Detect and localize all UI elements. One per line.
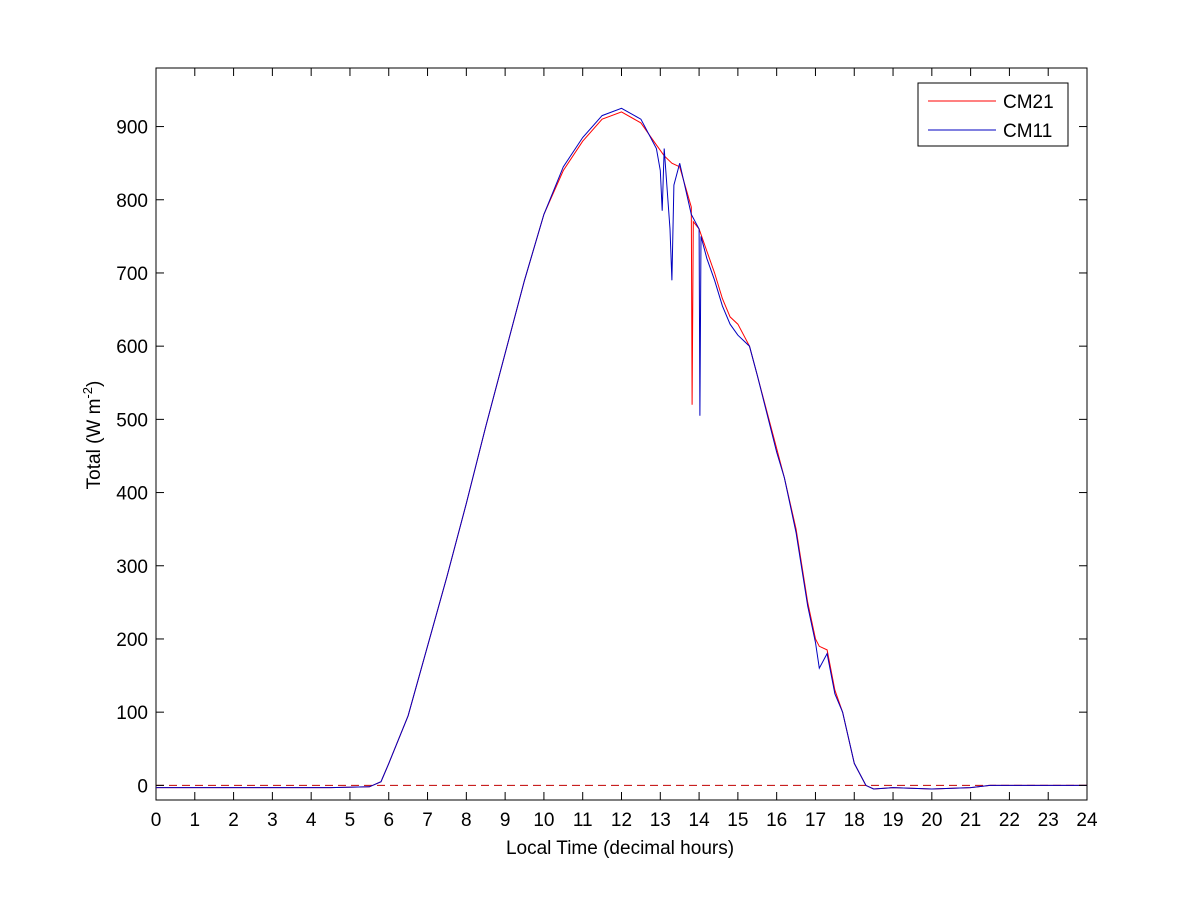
series-layer: [156, 107, 1087, 790]
x-tick-label: 1: [190, 810, 201, 831]
x-tick-label: 8: [461, 810, 472, 831]
x-axis-label: Local Time (decimal hours): [506, 838, 734, 859]
y-tick-label: 800: [116, 191, 148, 212]
legend-box: [917, 82, 1069, 147]
x-tick-label: 20: [921, 810, 942, 831]
y-tick-label: 700: [116, 264, 148, 285]
axis-ticks: 0 1 2 3 4 5 6 7 8 9 10 11 12 13 14 15 16 17 18 19 20 21 22 23 24…: [116, 68, 1098, 831]
x-tick-label: 2: [228, 810, 239, 831]
y-tick-label: 200: [116, 630, 148, 651]
x-tick-label: 21: [960, 810, 981, 831]
x-tick-label: 7: [422, 810, 433, 831]
x-tick-label: 18: [844, 810, 865, 831]
y-tick-label: 400: [116, 484, 148, 505]
x-tick-label: 15: [727, 810, 748, 831]
y-axis-label-close: ): [84, 381, 105, 387]
x-tick-label: 24: [1076, 810, 1098, 831]
x-tick-label: 5: [345, 810, 356, 831]
legend-label-cm11: CM11: [1003, 121, 1052, 142]
x-tick-label: 6: [383, 810, 394, 831]
y-tick-label: 300: [116, 557, 148, 578]
y-tick-label: 600: [116, 337, 148, 358]
series-line-cm11: [156, 107, 1087, 790]
x-tick-label: 4: [306, 810, 317, 831]
x-tick-label: 13: [650, 810, 671, 831]
y-tick-label: 900: [116, 118, 148, 139]
y-axis-label: Total (W m-2): [80, 381, 105, 490]
x-tick-label: 9: [500, 810, 511, 831]
y-axis-label-main: Total (W m: [84, 399, 105, 490]
x-tick-label: 11: [573, 810, 593, 831]
legend-label-cm21: CM21: [1003, 92, 1054, 113]
legend: CM21 CM11: [917, 82, 1069, 147]
y-tick-label: 100: [116, 703, 148, 724]
x-tick-label: 14: [689, 810, 711, 831]
x-tick-label: 19: [882, 810, 903, 831]
plot-frame: [155, 67, 1088, 801]
x-tick-label: 12: [611, 810, 632, 831]
y-tick-label: 500: [116, 410, 148, 431]
y-axis-label-exponent: -2: [80, 387, 95, 399]
x-tick-label: 0: [151, 810, 162, 831]
x-tick-label: 16: [766, 810, 787, 831]
plot-area: [155, 67, 1088, 801]
x-tick-label: 22: [999, 810, 1020, 831]
x-tick-label: 10: [533, 810, 554, 831]
x-tick-label: 3: [267, 810, 278, 831]
x-tick-label: 23: [1038, 810, 1059, 831]
y-tick-label: 0: [137, 776, 148, 797]
x-tick-label: 17: [805, 810, 826, 831]
